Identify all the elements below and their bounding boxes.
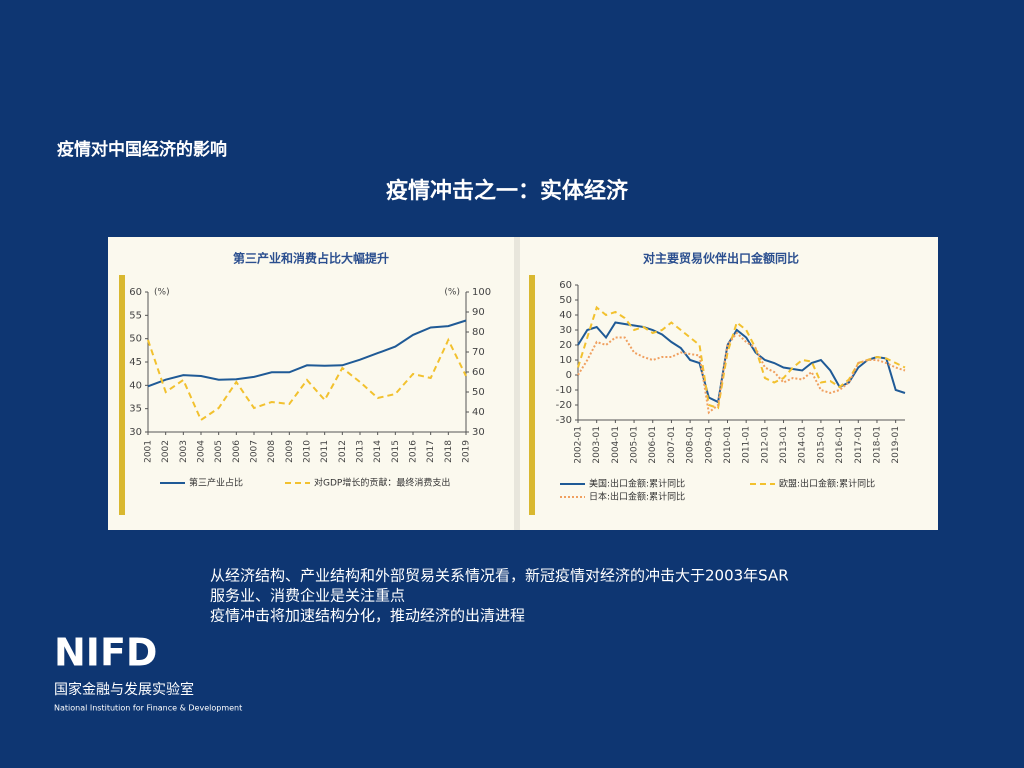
- chart-panel: [108, 237, 938, 530]
- y2-tick-label: 80: [472, 327, 485, 338]
- divider: [514, 237, 520, 530]
- x-tick-label: 2011-01: [742, 426, 752, 464]
- x-tick-label: 2017-01: [854, 426, 864, 464]
- legend-label: 欧盟:出口金额:累计同比: [779, 478, 875, 490]
- x-tick-label: 2011: [320, 440, 330, 463]
- y2-tick-label: 90: [472, 307, 485, 318]
- x-tick-label: 2013-01: [779, 426, 789, 464]
- y-tick-label: 50: [129, 334, 142, 345]
- x-tick-label: 2013: [356, 440, 366, 463]
- x-tick-label: 2006-01: [648, 426, 658, 464]
- heading: 疫情冲击之一：实体经济: [386, 178, 629, 204]
- y2-tick-label: 40: [472, 407, 485, 418]
- legend-label: 日本:出口金额:累计同比: [589, 491, 685, 503]
- decor-bar: [529, 275, 535, 515]
- x-tick-label: 2005-01: [630, 426, 640, 464]
- y-tick-label: 0: [566, 370, 572, 381]
- legend-label: 对GDP增长的贡献：最终消费支出: [314, 477, 450, 489]
- x-tick-label: 2002-01: [574, 426, 584, 464]
- x-tick-label: 2007: [250, 440, 260, 463]
- y2-tick-label: 100: [472, 287, 491, 298]
- x-tick-label: 2003: [179, 440, 189, 463]
- series-line: [147, 337, 467, 422]
- logo-name-cn: 国家金融与发展实验室: [54, 681, 194, 698]
- chart-title: 对主要贸易伙伴出口金额同比: [643, 251, 799, 266]
- decor-bar: [119, 275, 125, 515]
- x-tick-label: 2012-01: [760, 426, 770, 464]
- x-tick-label: 2015-01: [816, 426, 826, 464]
- x-tick-label: 2012: [338, 440, 348, 463]
- y-tick-label: 20: [559, 340, 572, 351]
- y-label: (%): [154, 288, 170, 298]
- y-tick-label: -30: [556, 415, 572, 426]
- x-tick-label: 2015: [391, 440, 401, 463]
- y-tick-label: 35: [129, 404, 142, 415]
- x-tick-label: 2009-01: [704, 426, 714, 464]
- x-tick-label: 2014: [373, 440, 383, 463]
- y-tick-label: 40: [559, 310, 572, 321]
- x-tick-label: 2010-01: [723, 426, 733, 464]
- x-tick-label: 2004-01: [611, 426, 621, 464]
- y-tick-label: 10: [559, 355, 572, 366]
- x-tick-label: 2005: [214, 440, 224, 463]
- chart-title: 第三产业和消费占比大幅提升: [233, 251, 389, 266]
- y2-tick-label: 70: [472, 347, 485, 358]
- x-tick-label: 2019-01: [891, 426, 901, 464]
- y-tick-label: 60: [129, 287, 142, 298]
- x-tick-label: 2002: [161, 440, 171, 463]
- x-tick-label: 2018: [444, 440, 454, 463]
- y2-tick-label: 30: [472, 427, 485, 438]
- series-line: [147, 319, 467, 388]
- series-line: [577, 305, 906, 410]
- x-tick-label: 2007-01: [667, 426, 677, 464]
- y-tick-label: -10: [556, 385, 572, 396]
- x-tick-label: 2004: [197, 440, 207, 463]
- x-tick-label: 2009: [285, 440, 295, 463]
- x-tick-label: 2006: [232, 440, 242, 463]
- y-tick-label: 55: [129, 310, 142, 321]
- x-tick-label: 2016-01: [835, 426, 845, 464]
- y-tick-label: 30: [559, 325, 572, 336]
- body-line: 从经济结构、产业结构和外部贸易关系情况看，新冠疫情对经济的冲击大于2003年SA…: [210, 567, 789, 585]
- x-tick-label: 2018-01: [872, 426, 882, 464]
- legend-label: 第三产业占比: [189, 477, 243, 489]
- y2-tick-label: 50: [472, 387, 485, 398]
- x-tick-label: 2017: [426, 440, 436, 463]
- y2-tick-label: 60: [472, 367, 485, 378]
- y-tick-label: 45: [129, 357, 142, 368]
- legend-label: 美国:出口金额:累计同比: [589, 478, 685, 490]
- y-tick-label: 60: [559, 280, 572, 291]
- x-tick-label: 2003-01: [592, 426, 602, 464]
- x-tick-label: 2008: [267, 440, 277, 463]
- y2-label: (%): [444, 288, 460, 298]
- x-tick-label: 2010: [303, 440, 313, 463]
- logo-name-en: National Institution for Finance & Devel…: [54, 704, 242, 713]
- x-tick-label: 2008-01: [686, 426, 696, 464]
- logo-mark: NIFD: [54, 631, 157, 675]
- body-line: 疫情冲击将加速结构分化，推动经济的出清进程: [210, 607, 525, 625]
- y-tick-label: 50: [559, 295, 572, 306]
- x-tick-label: 2019: [462, 440, 472, 463]
- x-tick-label: 2001: [144, 440, 154, 463]
- section-title: 疫情对中国经济的影响: [57, 139, 227, 160]
- y-tick-label: 30: [129, 427, 142, 438]
- x-tick-label: 2016: [409, 440, 419, 463]
- y-tick-label: -20: [556, 400, 572, 411]
- body-line: 服务业、消费企业是关注重点: [210, 587, 405, 605]
- y-tick-label: 40: [129, 380, 142, 391]
- x-tick-label: 2014-01: [798, 426, 808, 464]
